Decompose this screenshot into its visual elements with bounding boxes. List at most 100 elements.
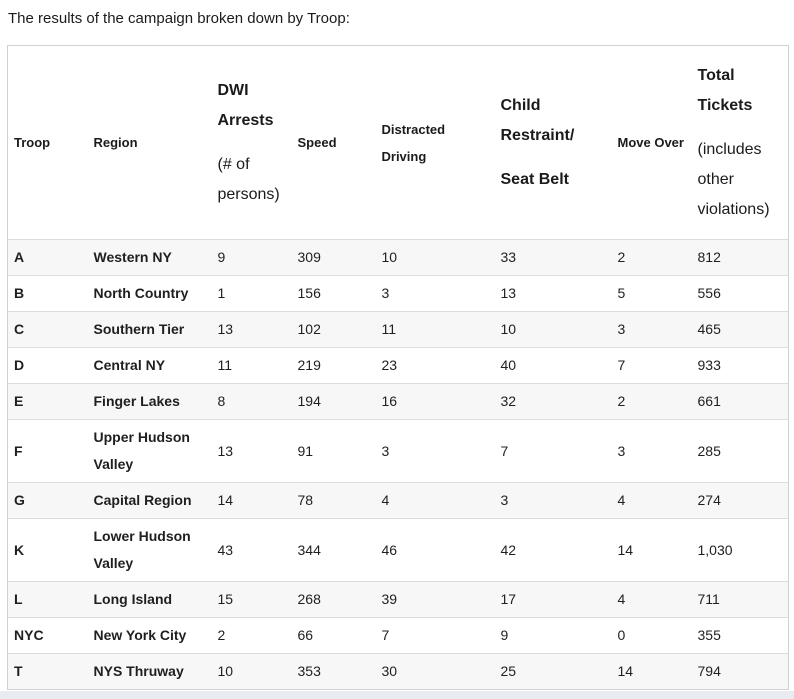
cell-speed: 268 xyxy=(291,581,376,618)
cell-move-over: 14 xyxy=(611,653,692,690)
cell-total-tickets: 812 xyxy=(691,239,789,276)
header-total-tickets-note: (includes other violations) xyxy=(697,140,770,218)
cell-dwi-arrests: 14 xyxy=(211,482,292,519)
table-row: B North Country 1 156 3 13 5 556 xyxy=(7,275,789,312)
cell-distracted-driving: 39 xyxy=(375,581,495,618)
cell-region: North Country xyxy=(87,275,212,312)
table-body: A Western NY 9 309 10 33 2 812 B North C… xyxy=(7,239,789,690)
cell-move-over: 3 xyxy=(611,419,692,483)
cell-move-over: 14 xyxy=(611,518,692,582)
cell-distracted-driving: 3 xyxy=(375,419,495,483)
cell-speed: 66 xyxy=(291,617,376,654)
header-dwi-arrests-note: (# of persons) xyxy=(217,155,280,203)
cell-dwi-arrests: 11 xyxy=(211,347,292,384)
cell-troop: A xyxy=(7,239,88,276)
cell-move-over: 5 xyxy=(611,275,692,312)
cell-region: Central NY xyxy=(87,347,212,384)
header-total-tickets-label: Total Tickets xyxy=(697,66,753,114)
cell-dwi-arrests: 15 xyxy=(211,581,292,618)
cell-speed: 156 xyxy=(291,275,376,312)
column-header-region: Region xyxy=(88,46,212,240)
page-background-strip xyxy=(0,691,794,699)
cell-child-restraint: 10 xyxy=(494,311,612,348)
column-header-total-tickets: Total Tickets (includes other violations… xyxy=(692,46,789,240)
table-header: Troop Region DWI Arrests (# of persons) … xyxy=(8,46,789,240)
cell-dwi-arrests: 2 xyxy=(211,617,292,654)
cell-total-tickets: 711 xyxy=(691,581,789,618)
cell-troop: L xyxy=(7,581,88,618)
cell-total-tickets: 285 xyxy=(691,419,789,483)
column-header-troop: Troop xyxy=(8,46,88,240)
cell-distracted-driving: 30 xyxy=(375,653,495,690)
cell-child-restraint: 17 xyxy=(494,581,612,618)
cell-region: Upper Hudson Valley xyxy=(87,419,212,483)
cell-child-restraint: 33 xyxy=(494,239,612,276)
header-child-restraint-label: Child Restraint/ xyxy=(500,96,575,144)
cell-child-restraint: 32 xyxy=(494,383,612,420)
cell-dwi-arrests: 43 xyxy=(211,518,292,582)
cell-speed: 309 xyxy=(291,239,376,276)
cell-region: Southern Tier xyxy=(87,311,212,348)
table-row: E Finger Lakes 8 194 16 32 2 661 xyxy=(7,383,789,420)
column-header-distracted-driving: Distracted Driving xyxy=(376,46,495,240)
table-row: F Upper Hudson Valley 13 91 3 7 3 285 xyxy=(7,419,789,483)
column-header-dwi-arrests: DWI Arrests (# of persons) xyxy=(212,46,292,240)
table-row: T NYS Thruway 10 353 30 25 14 794 xyxy=(7,653,789,690)
header-troop-label: Troop xyxy=(14,135,51,150)
cell-total-tickets: 794 xyxy=(691,653,789,690)
cell-troop: NYC xyxy=(7,617,88,654)
column-header-child-restraint-seat-belt: Child Restraint/ Seat Belt xyxy=(495,46,612,240)
header-distracted-driving-label: Distracted Driving xyxy=(381,121,446,164)
column-header-move-over: Move Over xyxy=(612,46,692,240)
cell-speed: 91 xyxy=(291,419,376,483)
cell-move-over: 3 xyxy=(611,311,692,348)
table-row: G Capital Region 14 78 4 3 4 274 xyxy=(7,482,789,519)
cell-dwi-arrests: 1 xyxy=(211,275,292,312)
page-title: The results of the campaign broken down … xyxy=(8,10,350,27)
table-row: C Southern Tier 13 102 11 10 3 465 xyxy=(7,311,789,348)
table-row: K Lower Hudson Valley 43 344 46 42 14 1,… xyxy=(7,518,789,582)
cell-move-over: 4 xyxy=(611,581,692,618)
cell-speed: 78 xyxy=(291,482,376,519)
table-row: A Western NY 9 309 10 33 2 812 xyxy=(7,239,789,276)
cell-child-restraint: 25 xyxy=(494,653,612,690)
table-row: L Long Island 15 268 39 17 4 711 xyxy=(7,581,789,618)
cell-speed: 344 xyxy=(291,518,376,582)
header-dwi-arrests-label: DWI Arrests xyxy=(217,81,274,129)
column-header-speed: Speed xyxy=(292,46,376,240)
cell-distracted-driving: 11 xyxy=(375,311,495,348)
cell-dwi-arrests: 9 xyxy=(211,239,292,276)
cell-troop: D xyxy=(7,347,88,384)
cell-total-tickets: 465 xyxy=(691,311,789,348)
header-move-over-label: Move Over xyxy=(617,135,684,150)
cell-child-restraint: 13 xyxy=(494,275,612,312)
cell-move-over: 2 xyxy=(611,239,692,276)
cell-move-over: 0 xyxy=(611,617,692,654)
cell-distracted-driving: 4 xyxy=(375,482,495,519)
cell-speed: 102 xyxy=(291,311,376,348)
cell-region: Lower Hudson Valley xyxy=(87,518,212,582)
cell-total-tickets: 661 xyxy=(691,383,789,420)
cell-distracted-driving: 7 xyxy=(375,617,495,654)
cell-distracted-driving: 3 xyxy=(375,275,495,312)
cell-region: NYS Thruway xyxy=(87,653,212,690)
cell-speed: 219 xyxy=(291,347,376,384)
header-speed-label: Speed xyxy=(297,135,337,150)
cell-region: Finger Lakes xyxy=(87,383,212,420)
cell-distracted-driving: 23 xyxy=(375,347,495,384)
cell-troop: K xyxy=(7,518,88,582)
cell-troop: T xyxy=(7,653,88,690)
cell-child-restraint: 9 xyxy=(494,617,612,654)
cell-total-tickets: 355 xyxy=(691,617,789,654)
cell-move-over: 2 xyxy=(611,383,692,420)
cell-distracted-driving: 16 xyxy=(375,383,495,420)
cell-region: Long Island xyxy=(87,581,212,618)
cell-move-over: 7 xyxy=(611,347,692,384)
cell-troop: G xyxy=(7,482,88,519)
troop-results-table: Troop Region DWI Arrests (# of persons) … xyxy=(7,45,789,690)
cell-child-restraint: 40 xyxy=(494,347,612,384)
cell-move-over: 4 xyxy=(611,482,692,519)
cell-dwi-arrests: 13 xyxy=(211,311,292,348)
table-row: NYC New York City 2 66 7 9 0 355 xyxy=(7,617,789,654)
cell-total-tickets: 1,030 xyxy=(691,518,789,582)
